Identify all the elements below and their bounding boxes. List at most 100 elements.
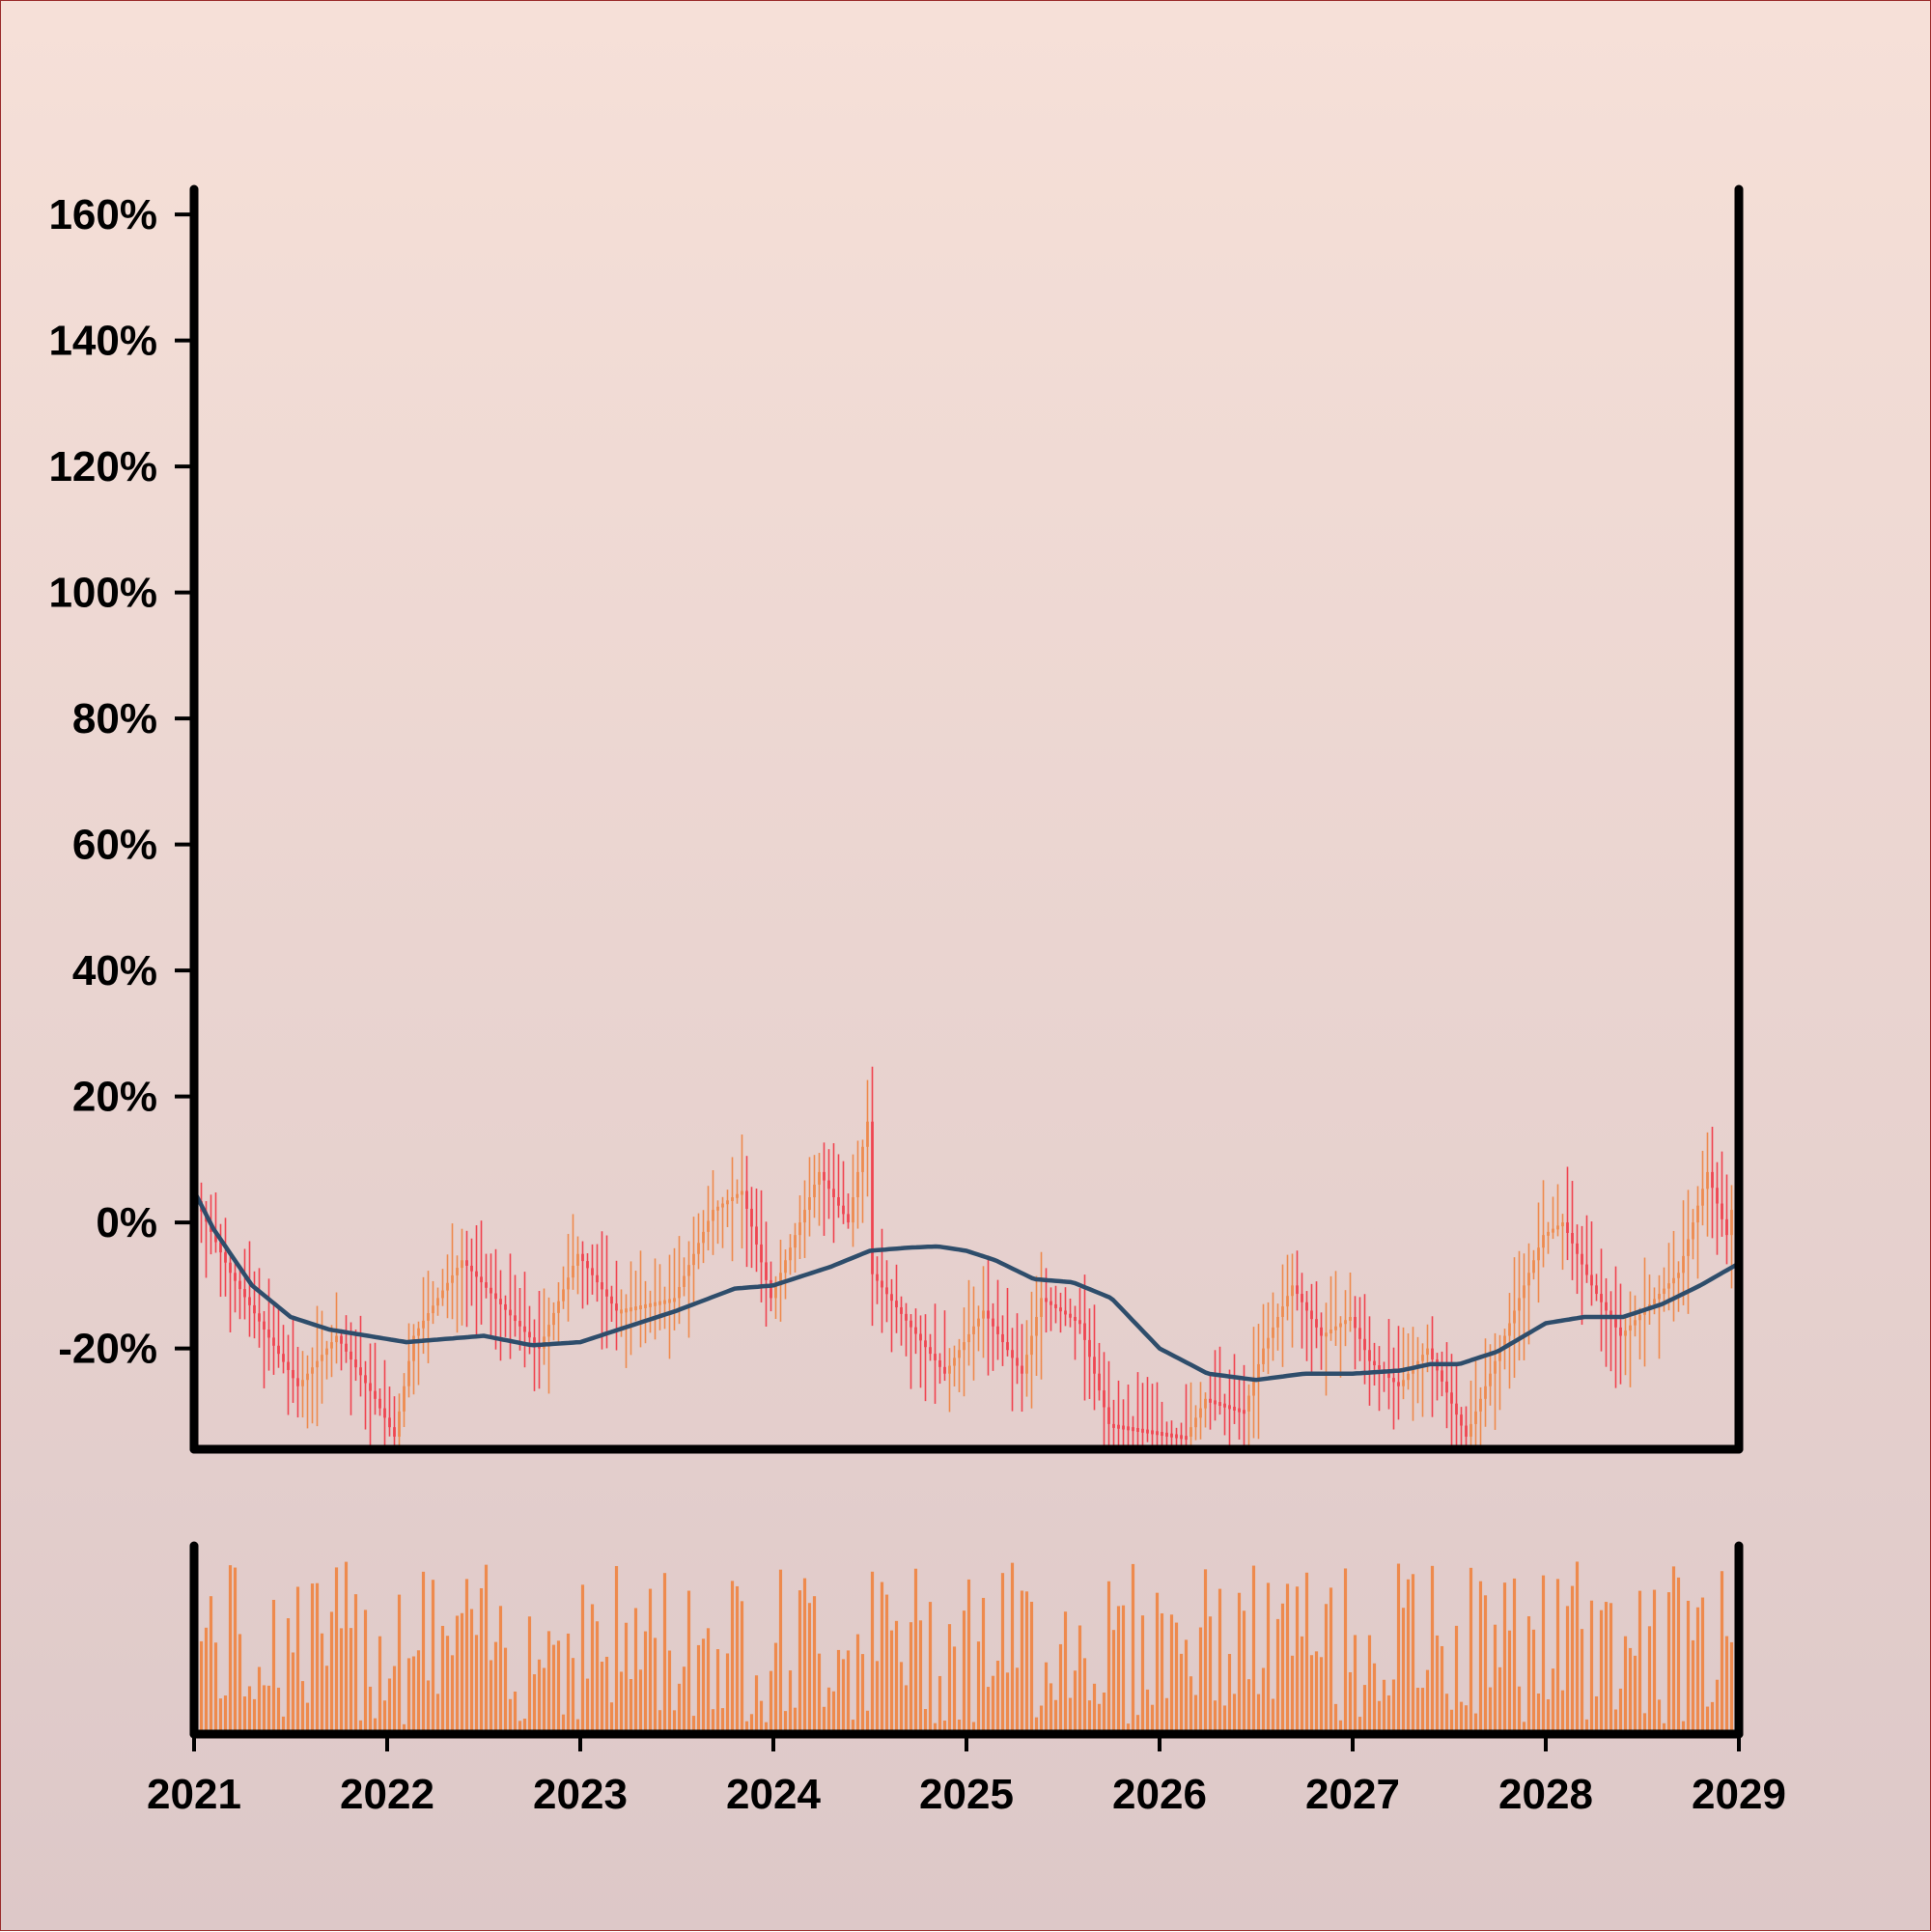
candle-body bbox=[1247, 1395, 1250, 1412]
candle-body bbox=[1677, 1273, 1680, 1278]
candle-body bbox=[948, 1365, 951, 1374]
volume-bar bbox=[735, 1585, 740, 1734]
candle-body bbox=[1204, 1398, 1207, 1409]
volume-bar bbox=[1430, 1565, 1435, 1734]
volume-bar bbox=[1478, 1581, 1483, 1734]
candle-body bbox=[885, 1287, 888, 1295]
volume-bar bbox=[1077, 1625, 1082, 1734]
candle-body bbox=[1373, 1360, 1376, 1365]
candle-body bbox=[910, 1320, 912, 1328]
candle-body bbox=[446, 1282, 449, 1291]
y-axis-ticks: 160% 140% 120% 100% 80% 60% 40% 20% 0% -20% bbox=[48, 191, 194, 1373]
candle-body bbox=[572, 1265, 574, 1278]
volume-bar bbox=[474, 1635, 479, 1734]
candle-body bbox=[1358, 1328, 1361, 1339]
volume-bar bbox=[1024, 1591, 1029, 1734]
volume-bar bbox=[431, 1580, 435, 1734]
volume-bar bbox=[455, 1615, 460, 1734]
volume-bar bbox=[271, 1599, 276, 1734]
candle-body bbox=[1672, 1277, 1675, 1284]
volume-bar bbox=[1111, 1630, 1116, 1734]
volume-bar bbox=[1005, 1672, 1010, 1734]
candle-body bbox=[1141, 1428, 1144, 1433]
volume-bar bbox=[223, 1695, 228, 1734]
candle-body bbox=[1103, 1390, 1105, 1408]
candle-body bbox=[1083, 1323, 1086, 1340]
volume-bar bbox=[464, 1579, 469, 1734]
volume-bar bbox=[928, 1602, 933, 1734]
candle-body bbox=[972, 1326, 975, 1334]
volume-bar bbox=[1502, 1582, 1507, 1734]
candle-body bbox=[1527, 1273, 1530, 1286]
volume-bar bbox=[527, 1616, 532, 1734]
candle-body bbox=[1214, 1400, 1217, 1405]
volume-bar bbox=[1671, 1566, 1676, 1734]
candle-body bbox=[1595, 1285, 1598, 1295]
volume-bar bbox=[1575, 1561, 1580, 1734]
candle-body bbox=[615, 1303, 618, 1311]
candle-body bbox=[1421, 1355, 1424, 1361]
volume-bar bbox=[1594, 1695, 1599, 1734]
volume-bar bbox=[962, 1610, 966, 1734]
volume-bar bbox=[1488, 1687, 1493, 1734]
volume-bar bbox=[1367, 1635, 1372, 1734]
volume-bar bbox=[1609, 1603, 1613, 1734]
volume-bar bbox=[556, 1640, 561, 1734]
x-axis-ticks: 2021 2022 2023 2024 2025 2026 2027 2028 2029 bbox=[147, 1734, 1786, 1818]
candle-body bbox=[770, 1279, 772, 1299]
volume-bar bbox=[754, 1675, 759, 1734]
candle-body bbox=[716, 1206, 719, 1211]
candle-body bbox=[1585, 1264, 1588, 1275]
candle-body bbox=[1291, 1285, 1294, 1297]
volume-bar bbox=[682, 1666, 686, 1734]
volume-bar bbox=[711, 1709, 715, 1734]
volume-bar bbox=[1372, 1663, 1377, 1734]
volume-bar bbox=[1304, 1572, 1309, 1734]
volume-bar bbox=[518, 1721, 522, 1734]
volume-bar bbox=[624, 1622, 629, 1734]
candle-body bbox=[475, 1271, 478, 1277]
volume-bar bbox=[204, 1627, 209, 1734]
volume-bar bbox=[1097, 1703, 1102, 1734]
volume-bar bbox=[793, 1707, 798, 1734]
candle-body bbox=[827, 1180, 830, 1190]
volume-bar bbox=[1164, 1697, 1169, 1734]
candle-body bbox=[403, 1386, 406, 1412]
candle-body bbox=[311, 1367, 314, 1374]
candle-body bbox=[364, 1375, 367, 1384]
volume-bar bbox=[1570, 1585, 1575, 1734]
volume-bar bbox=[392, 1666, 397, 1734]
candle-body bbox=[1049, 1301, 1052, 1305]
volume-bar bbox=[633, 1608, 638, 1734]
volume-bar bbox=[315, 1582, 320, 1734]
volume-bar bbox=[368, 1686, 373, 1734]
volume-bar bbox=[1063, 1611, 1068, 1734]
candle-body bbox=[692, 1253, 695, 1266]
candle-body bbox=[1233, 1406, 1236, 1411]
volume-bar bbox=[1497, 1666, 1502, 1734]
volume-bar bbox=[1435, 1635, 1440, 1734]
candle-body bbox=[1127, 1426, 1130, 1431]
volume-bar bbox=[1681, 1721, 1686, 1734]
volume-bar bbox=[1246, 1679, 1251, 1734]
volume-bar bbox=[740, 1601, 744, 1734]
candle-body bbox=[1257, 1363, 1260, 1381]
volume-bar bbox=[276, 1687, 281, 1734]
candle-body bbox=[398, 1411, 401, 1437]
volume-bar bbox=[913, 1568, 918, 1734]
volume-bar bbox=[812, 1596, 817, 1734]
volume-bar bbox=[691, 1716, 696, 1734]
volume-bar bbox=[378, 1636, 382, 1734]
candle-body bbox=[784, 1260, 787, 1274]
volume-bar bbox=[966, 1579, 971, 1734]
candle-body bbox=[1286, 1296, 1289, 1307]
volume-bar bbox=[1686, 1600, 1691, 1734]
candle-body bbox=[1301, 1294, 1303, 1302]
candle-body bbox=[253, 1304, 256, 1314]
candle-body bbox=[1030, 1335, 1033, 1356]
volume-bar bbox=[1314, 1651, 1319, 1734]
volume-bar bbox=[546, 1631, 551, 1734]
volume-bar bbox=[1425, 1669, 1430, 1734]
candle-body bbox=[1175, 1434, 1178, 1439]
